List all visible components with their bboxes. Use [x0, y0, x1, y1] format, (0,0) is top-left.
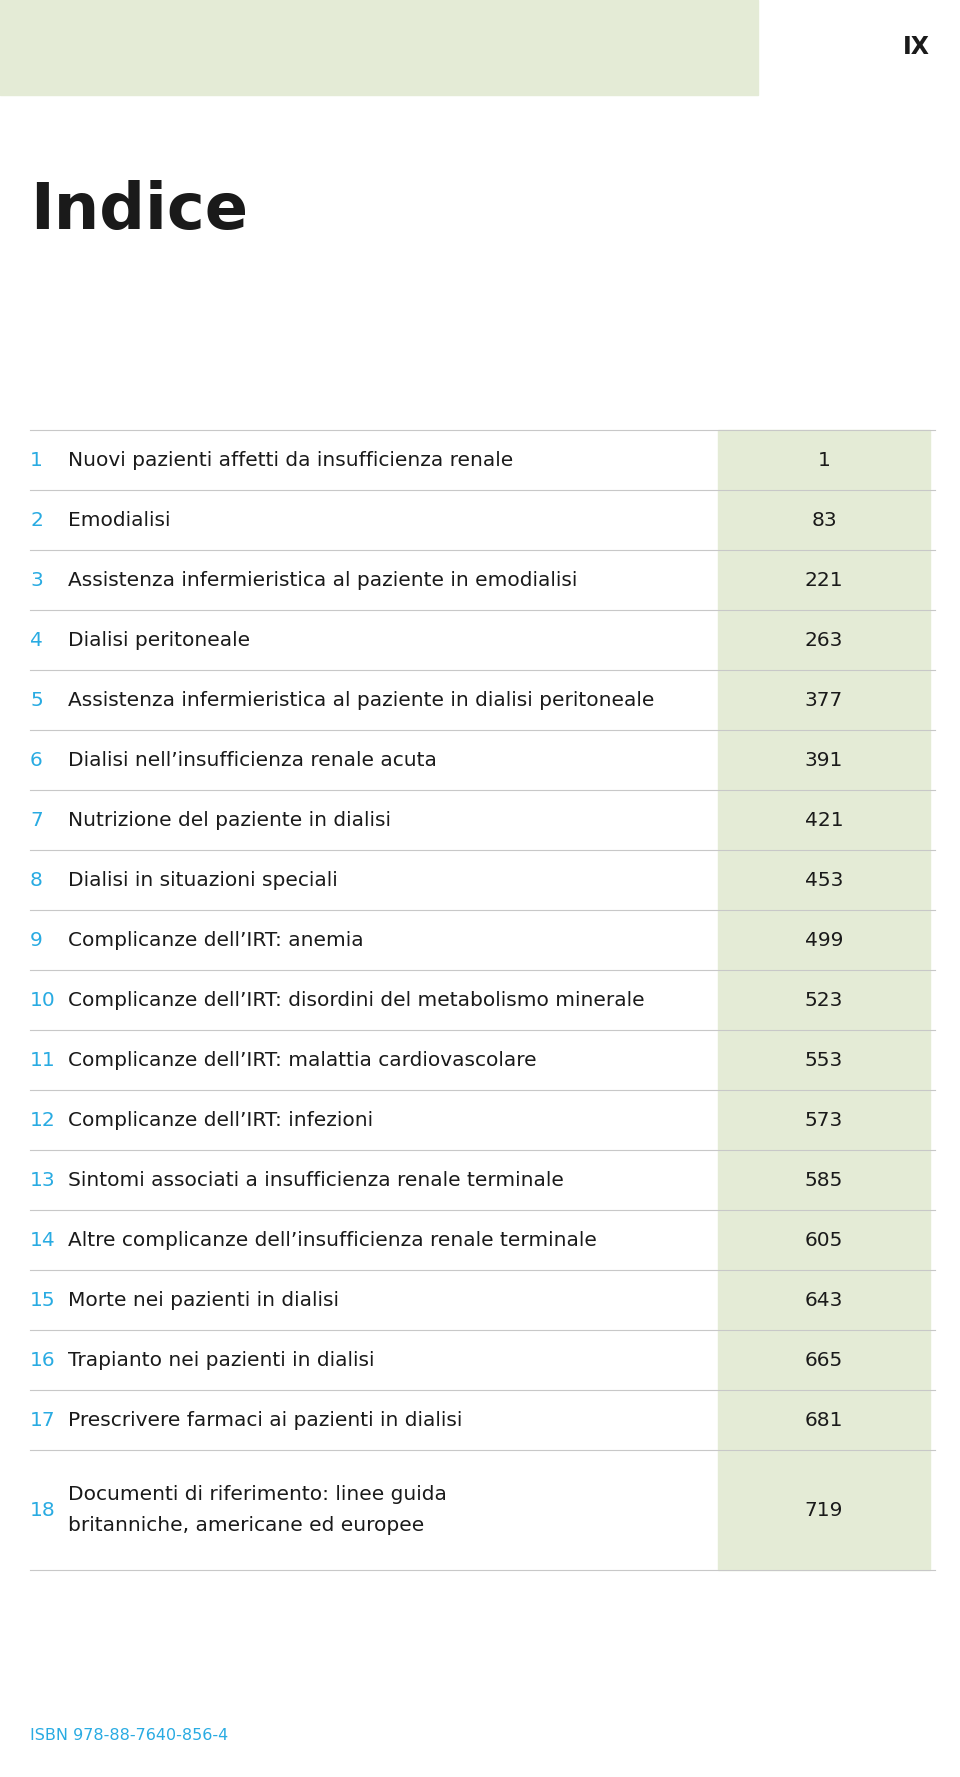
Bar	[718, 670, 930, 730]
Bar	[0, 0, 758, 94]
Text: 585: 585	[804, 1171, 843, 1189]
Text: 1: 1	[30, 451, 43, 469]
Text: 16: 16	[30, 1351, 56, 1370]
Text: 573: 573	[804, 1111, 843, 1130]
Bar	[718, 1031, 930, 1089]
Text: IX: IX	[903, 36, 930, 59]
Text: 12: 12	[30, 1111, 56, 1130]
Text: 1: 1	[818, 451, 830, 469]
Text: britanniche, americane ed europee: britanniche, americane ed europee	[68, 1516, 424, 1535]
Text: 5: 5	[30, 691, 43, 709]
Bar	[718, 551, 930, 610]
Bar	[718, 490, 930, 551]
Bar	[718, 1271, 930, 1329]
Text: 8: 8	[30, 871, 43, 890]
Text: Dialisi peritoneale: Dialisi peritoneale	[68, 631, 251, 650]
Text: Nutrizione del paziente in dialisi: Nutrizione del paziente in dialisi	[68, 810, 391, 830]
Text: 421: 421	[804, 810, 843, 830]
Text: 4: 4	[30, 631, 43, 650]
Text: 377: 377	[804, 691, 843, 709]
Text: 10: 10	[30, 990, 56, 1009]
Text: Complicanze dell’IRT: malattia cardiovascolare: Complicanze dell’IRT: malattia cardiovas…	[68, 1050, 537, 1070]
Text: Dialisi in situazioni speciali: Dialisi in situazioni speciali	[68, 871, 338, 890]
Text: Complicanze dell’IRT: anemia: Complicanze dell’IRT: anemia	[68, 931, 364, 949]
Text: 9: 9	[30, 931, 43, 949]
Text: 221: 221	[804, 570, 843, 590]
Bar	[718, 970, 930, 1031]
Text: 499: 499	[804, 931, 843, 949]
Bar	[718, 849, 930, 910]
Text: Assistenza infermieristica al paziente in dialisi peritoneale: Assistenza infermieristica al paziente i…	[68, 691, 655, 709]
Text: Prescrivere farmaci ai pazienti in dialisi: Prescrivere farmaci ai pazienti in diali…	[68, 1411, 463, 1429]
Text: 17: 17	[30, 1411, 56, 1429]
Bar	[718, 610, 930, 670]
Text: 14: 14	[30, 1230, 56, 1249]
Text: Altre complicanze dell’insufficienza renale terminale: Altre complicanze dell’insufficienza ren…	[68, 1230, 597, 1249]
Text: 643: 643	[804, 1290, 843, 1310]
Text: Dialisi nell’insufficienza renale acuta: Dialisi nell’insufficienza renale acuta	[68, 750, 437, 769]
Text: 681: 681	[804, 1411, 843, 1429]
Text: Trapianto nei pazienti in dialisi: Trapianto nei pazienti in dialisi	[68, 1351, 374, 1370]
Text: 553: 553	[804, 1050, 843, 1070]
Text: 11: 11	[30, 1050, 56, 1070]
Text: Morte nei pazienti in dialisi: Morte nei pazienti in dialisi	[68, 1290, 339, 1310]
Text: Complicanze dell’IRT: infezioni: Complicanze dell’IRT: infezioni	[68, 1111, 373, 1130]
Text: 7: 7	[30, 810, 43, 830]
Text: 523: 523	[804, 990, 843, 1009]
Text: 2: 2	[30, 510, 43, 530]
Text: 605: 605	[804, 1230, 843, 1249]
Text: Emodialisi: Emodialisi	[68, 510, 171, 530]
Text: 719: 719	[804, 1500, 843, 1519]
Text: 391: 391	[804, 750, 843, 769]
Text: 18: 18	[30, 1500, 56, 1519]
Text: Assistenza infermieristica al paziente in emodialisi: Assistenza infermieristica al paziente i…	[68, 570, 577, 590]
Bar	[718, 430, 930, 490]
Text: 665: 665	[804, 1351, 843, 1370]
Text: 13: 13	[30, 1171, 56, 1189]
Text: 6: 6	[30, 750, 43, 769]
Text: Indice: Indice	[30, 179, 248, 242]
Text: 3: 3	[30, 570, 43, 590]
Text: 15: 15	[30, 1290, 56, 1310]
Text: ISBN 978-88-7640-856-4: ISBN 978-88-7640-856-4	[30, 1727, 228, 1743]
Text: 263: 263	[804, 631, 843, 650]
Bar	[718, 791, 930, 849]
Bar	[718, 730, 930, 791]
Text: Nuovi pazienti affetti da insufficienza renale: Nuovi pazienti affetti da insufficienza …	[68, 451, 514, 469]
Bar	[718, 1329, 930, 1390]
Text: 453: 453	[804, 871, 843, 890]
Bar	[718, 1210, 930, 1271]
Text: Sintomi associati a insufficienza renale terminale: Sintomi associati a insufficienza renale…	[68, 1171, 564, 1189]
Text: Complicanze dell’IRT: disordini del metabolismo minerale: Complicanze dell’IRT: disordini del meta…	[68, 990, 644, 1009]
Bar	[718, 1450, 930, 1571]
Bar	[718, 910, 930, 970]
Bar	[718, 1089, 930, 1150]
Text: 83: 83	[811, 510, 837, 530]
Bar	[718, 1390, 930, 1450]
Bar	[718, 1150, 930, 1210]
Text: Documenti di riferimento: linee guida: Documenti di riferimento: linee guida	[68, 1484, 446, 1503]
